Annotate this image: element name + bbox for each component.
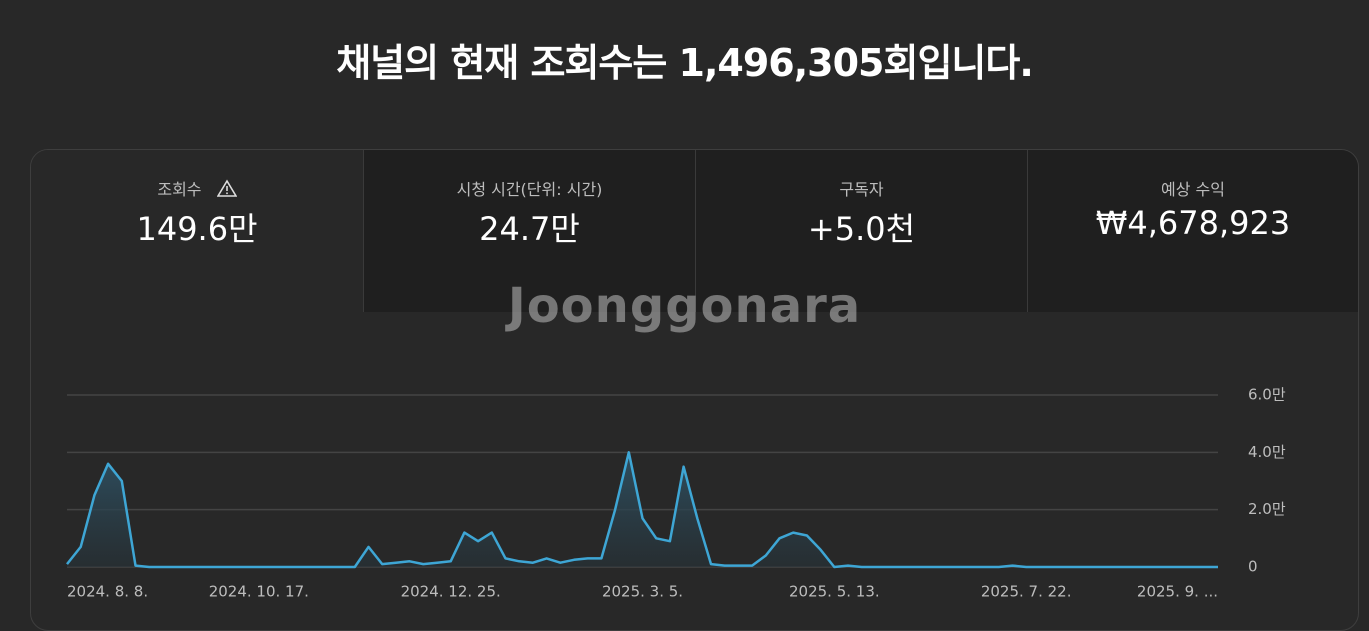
y-tick-label: 4.0만: [1248, 443, 1286, 461]
metric-value: +5.0천: [807, 210, 916, 248]
analytics-card: 조회수 149.6만 시청 시간(단위: 시간) 24.7만 구독자 +5.0천…: [30, 149, 1359, 631]
metric-tab[interactable]: 시청 시간(단위: 시간) 24.7만: [363, 150, 695, 312]
x-tick-label: 2025. 5. 13.: [789, 583, 880, 601]
metric-value: ₩4,678,923: [1095, 204, 1291, 242]
metric-value: 149.6만: [136, 210, 258, 248]
metric-value: 24.7만: [479, 210, 580, 248]
area-fill: [67, 452, 1218, 567]
metric-tab[interactable]: 구독자 +5.0천: [695, 150, 1027, 312]
metric-label: 예상 수익: [1161, 180, 1225, 199]
metric-label: 구독자: [839, 180, 884, 199]
metric-label: 조회수: [157, 180, 202, 199]
watermark: Joonggonara: [507, 278, 862, 334]
line: [66, 451, 1218, 569]
page-title: 채널의 현재 조회수는 1,496,305회입니다.: [336, 41, 1034, 85]
y-tick-label: 2.0만: [1248, 500, 1286, 518]
y-tick-label: 0: [1248, 558, 1258, 576]
x-tick-label: 2025. 3. 5.: [602, 583, 683, 601]
x-tick-label: 2024. 12. 25.: [401, 583, 501, 601]
x-tick-label: 2024. 8. 8.: [67, 583, 148, 601]
metric-tab[interactable]: 예상 수익 ₩4,678,923: [1027, 150, 1358, 312]
metric-label: 시청 시간(단위: 시간): [456, 180, 603, 199]
metric-label-row: 조회수: [31, 176, 363, 199]
y-tick-label: 6.0만: [1248, 386, 1286, 404]
x-tick-label: 2024. 10. 17.: [209, 583, 309, 601]
x-tick-label: 2025. 7. 22.: [981, 583, 1072, 601]
metric-tab[interactable]: 조회수 149.6만: [31, 150, 363, 312]
x-tick-label: 2025. 9. ...: [1137, 583, 1218, 601]
warning-icon: [216, 179, 237, 197]
